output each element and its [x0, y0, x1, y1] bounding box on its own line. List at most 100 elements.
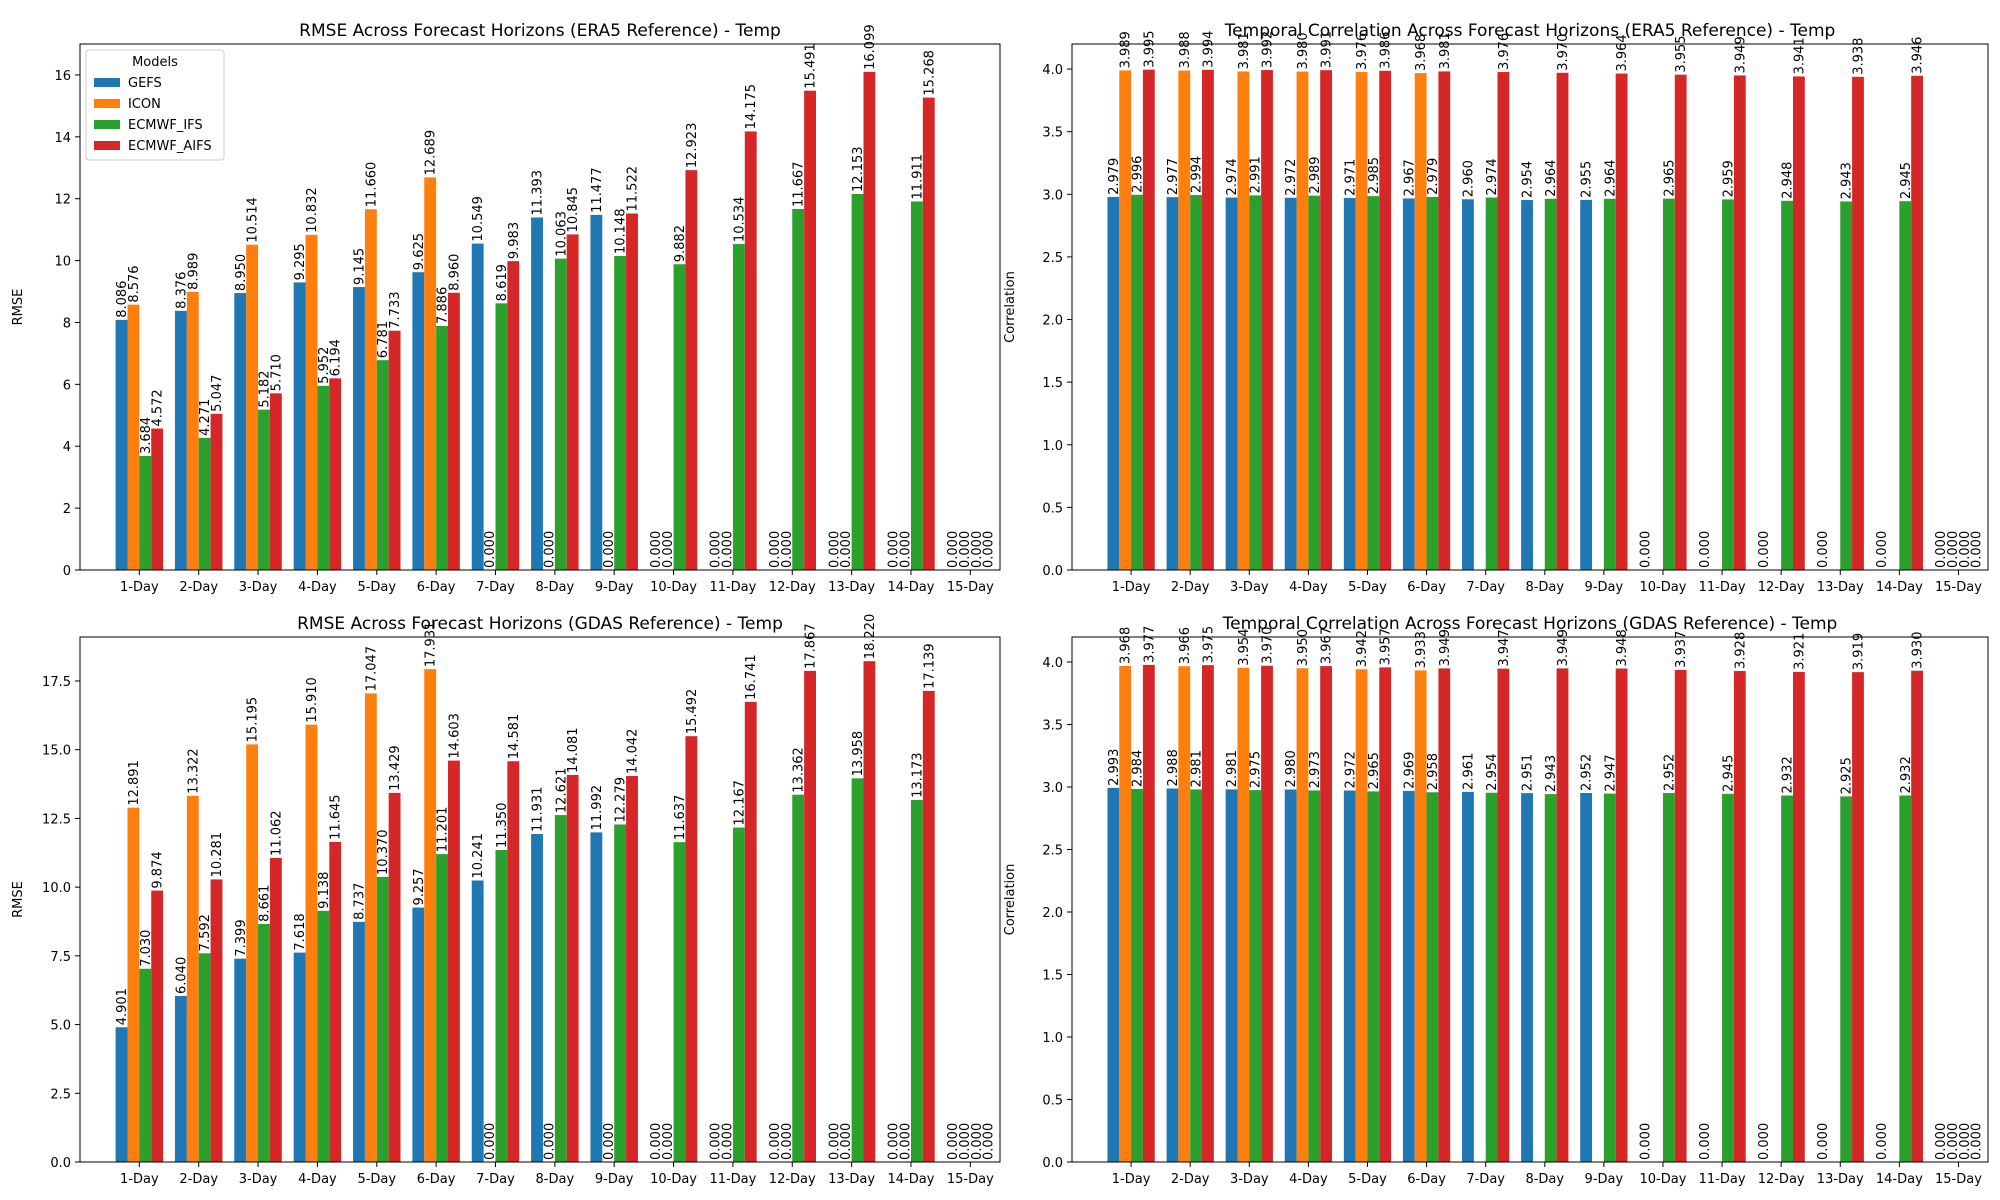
data-label: 2.984 [1131, 750, 1146, 787]
bar [1911, 75, 1923, 570]
bar [863, 661, 876, 1162]
y-axis-label: RMSE [11, 881, 26, 918]
data-label: 3.949 [1556, 629, 1571, 666]
data-label: 3.949 [1438, 629, 1453, 666]
bar [115, 319, 128, 570]
data-label: 0.000 [1875, 531, 1890, 568]
data-label: 0.000 [827, 531, 842, 568]
bar [804, 90, 816, 570]
data-label: 2.972 [1284, 159, 1299, 196]
x-tick-label: 15-Day [947, 1172, 994, 1187]
chart-title: RMSE Across Forecast Horizons (GDAS Refe… [297, 614, 783, 634]
data-label: 2.974 [1225, 158, 1240, 195]
bar [1899, 795, 1912, 1162]
x-tick-label: 15-Day [947, 580, 994, 595]
bar [614, 824, 627, 1162]
legend-label: GEFS [128, 76, 162, 91]
bar [685, 736, 698, 1162]
bar [234, 293, 247, 570]
data-label: 9.874 [151, 851, 166, 888]
x-tick-label: 15-Day [1935, 1172, 1982, 1187]
y-axis-label: Correlation [1003, 271, 1018, 343]
y-tick-label: 0.5 [1042, 1094, 1063, 1109]
data-label: 2.960 [1461, 160, 1476, 197]
x-tick-label: 12-Day [769, 1172, 816, 1187]
x-tick-label: 1-Day [120, 1172, 159, 1187]
x-tick-label: 1-Day [1112, 1172, 1151, 1187]
x-tick-label: 14-Day [1876, 580, 1923, 595]
bar [732, 827, 745, 1162]
bar [388, 330, 401, 570]
x-tick-label: 13-Day [828, 580, 875, 595]
bar [293, 282, 306, 570]
bar [269, 393, 282, 570]
data-label: 0.000 [1639, 1123, 1654, 1160]
y-tick-label: 3.0 [1042, 188, 1063, 203]
bar [329, 841, 342, 1162]
bar [139, 456, 152, 570]
x-tick-label: 1-Day [1112, 580, 1151, 595]
bar [1544, 198, 1557, 570]
bar [127, 304, 140, 570]
bar [804, 670, 816, 1162]
data-label: 15.491 [804, 43, 819, 89]
data-label: 0.000 [1934, 531, 1949, 568]
data-label: 10.832 [305, 187, 320, 233]
bar [234, 958, 247, 1162]
data-label: 11.911 [910, 154, 925, 200]
data-label: 14.081 [566, 727, 581, 773]
data-label: 2.945 [1721, 755, 1736, 792]
x-tick-label: 6-Day [1407, 580, 1446, 595]
data-label: 17.139 [922, 643, 937, 689]
data-label: 2.980 [1284, 750, 1299, 787]
x-tick-label: 4-Day [298, 1172, 337, 1187]
data-label: 13.429 [388, 745, 403, 791]
y-axis-label: RMSE [11, 289, 26, 326]
bar [436, 325, 448, 570]
x-tick-label: 2-Day [1171, 580, 1210, 595]
x-tick-label: 8-Day [536, 1172, 575, 1187]
data-label: 3.948 [1615, 629, 1630, 666]
y-tick-label: 4.0 [1042, 656, 1063, 671]
data-label: 9.138 [317, 872, 332, 909]
data-label: 3.977 [1142, 626, 1157, 663]
y-tick-label: 0.0 [1042, 1156, 1063, 1171]
data-label: 0.000 [827, 1123, 842, 1160]
data-label: 2.961 [1461, 753, 1476, 790]
data-label: 0.000 [780, 1123, 795, 1160]
bar [1662, 793, 1675, 1162]
bar [1722, 793, 1734, 1162]
data-label: 17.931 [424, 622, 439, 668]
data-label: 2.979 [1107, 158, 1122, 195]
y-tick-label: 14 [54, 131, 71, 146]
bar [1249, 195, 1262, 571]
data-label: 12.153 [851, 146, 866, 192]
bar [1899, 201, 1912, 570]
data-label: 2.952 [1580, 754, 1595, 791]
data-label: 3.981 [1438, 32, 1453, 69]
bar [151, 428, 164, 570]
data-label: 5.952 [317, 347, 332, 384]
data-label: 2.974 [1485, 158, 1500, 195]
y-tick-label: 2.5 [1042, 844, 1063, 859]
data-label: 3.970 [1556, 34, 1571, 71]
data-label: 0.000 [970, 531, 985, 568]
data-label: 2.975 [1249, 751, 1264, 788]
x-tick-label: 7-Day [1466, 580, 1505, 595]
bar [1462, 791, 1474, 1162]
bar [258, 409, 270, 570]
bar [1308, 790, 1321, 1162]
data-label: 0.000 [542, 1123, 557, 1160]
bar [1178, 70, 1191, 570]
data-label: 0.000 [887, 531, 902, 568]
bar [471, 243, 484, 570]
bar [1402, 790, 1415, 1162]
data-label: 3.970 [1261, 627, 1276, 664]
data-label: 5.710 [269, 354, 284, 391]
bar [246, 744, 259, 1162]
bar [1367, 791, 1380, 1162]
bar [792, 209, 805, 571]
data-label: 0.000 [768, 531, 783, 568]
data-label: 3.967 [1320, 627, 1335, 664]
bar [210, 413, 223, 570]
